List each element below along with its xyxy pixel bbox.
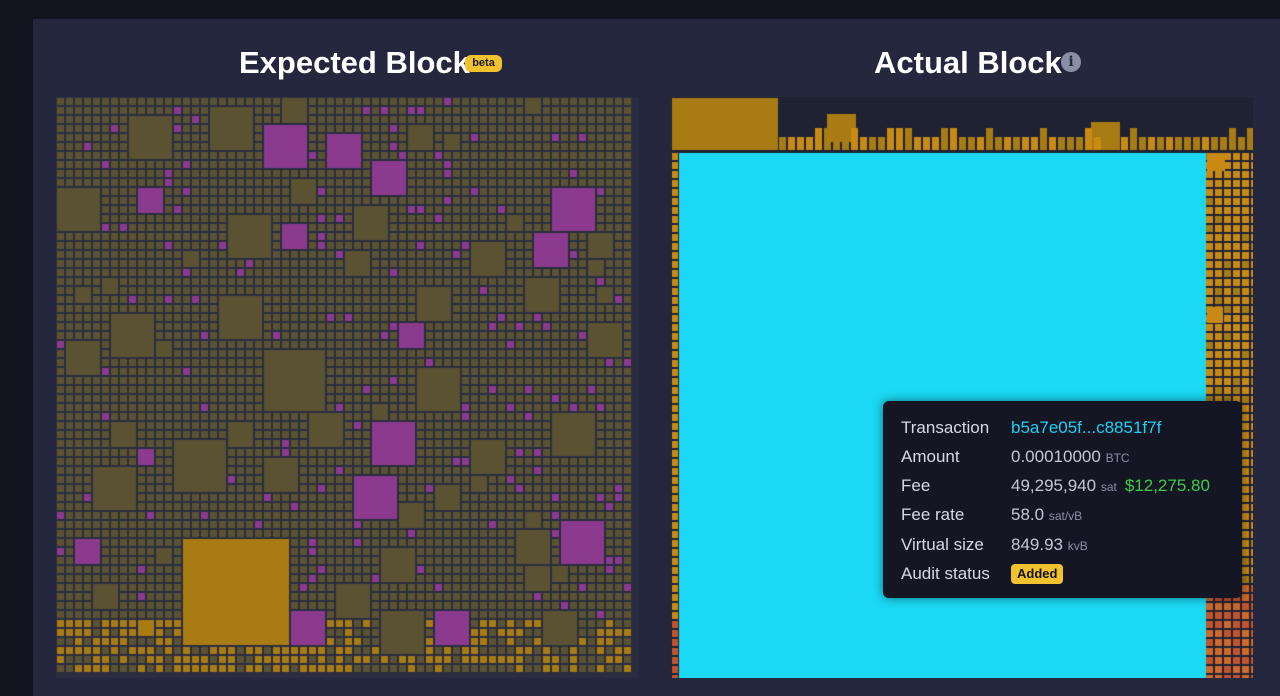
amount-value: 0.00010000 xyxy=(1011,447,1101,466)
amount-label: Amount xyxy=(901,447,960,466)
vsize-label: Virtual size xyxy=(901,535,984,554)
fee-value-group: 49,295,940 sat $12,275.80 xyxy=(1011,475,1210,498)
transaction-label: Transaction xyxy=(901,418,990,437)
expected-block-treemap[interactable] xyxy=(56,97,638,678)
fee-unit: sat xyxy=(1100,480,1117,494)
actual-block-title: Actual Block xyxy=(874,45,1062,80)
fee-value: 49,295,940 xyxy=(1011,476,1097,495)
amount-unit: BTC xyxy=(1105,451,1130,465)
audit-value-group: Added xyxy=(1011,563,1064,585)
amount-value-group: 0.00010000 BTC xyxy=(1011,446,1130,469)
audit-status-badge: Added xyxy=(1011,564,1064,584)
feerate-unit: sat/vB xyxy=(1048,509,1083,523)
vsize-unit: kvB xyxy=(1067,539,1088,553)
audit-label: Audit status xyxy=(901,564,990,583)
transaction-tooltip: Transaction b5a7e05f...c8851f7f Amount 0… xyxy=(883,401,1242,598)
fee-label: Fee xyxy=(901,476,931,495)
vsize-value-group: 849.93 kvB xyxy=(1011,534,1088,557)
vsize-value: 849.93 xyxy=(1011,535,1063,554)
beta-badge: beta xyxy=(465,55,502,72)
expected-block-title: Expected Block xyxy=(239,45,470,80)
info-icon[interactable]: i xyxy=(1061,52,1081,72)
feerate-value-group: 58.0 sat/vB xyxy=(1011,504,1082,527)
feerate-value: 58.0 xyxy=(1011,505,1045,524)
transaction-link[interactable]: b5a7e05f...c8851f7f xyxy=(1011,418,1162,437)
fee-fiat-value: $12,275.80 xyxy=(1124,476,1210,495)
feerate-label: Fee rate xyxy=(901,505,965,524)
